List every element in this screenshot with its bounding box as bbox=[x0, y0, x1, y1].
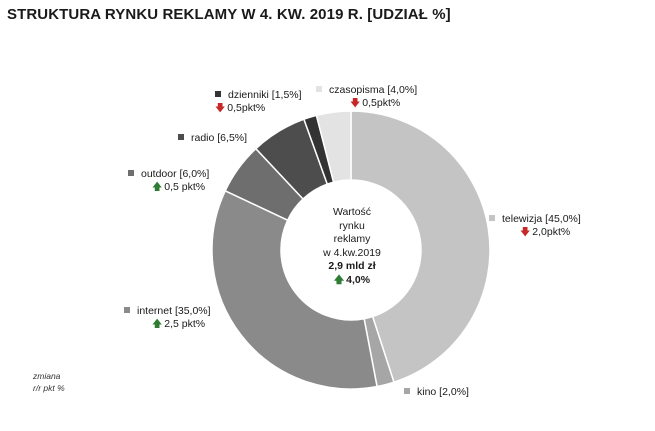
legend-label-dzienniki: dzienniki [1,5%] 🡇 0,5pkt% bbox=[215, 89, 302, 115]
donut-slice-6 bbox=[315, 110, 352, 184]
legend-text: outdoor [6,0%] bbox=[141, 168, 210, 180]
arrow-up-icon: 🡅 bbox=[152, 319, 163, 330]
center-change-value: 4,0% bbox=[346, 273, 371, 286]
center-value: 2,9 mld zł bbox=[328, 260, 376, 272]
legend-label-outdoor: outdoor [6,0%] 🡅 0,5 pkt% bbox=[128, 168, 209, 194]
arrow-down-icon: 🡇 bbox=[350, 98, 361, 109]
chart-title: STRUKTURA RYNKU REKLAMY W 4. KW. 2019 R.… bbox=[7, 6, 451, 23]
legend-text: dzienniki [1,5%] bbox=[228, 89, 302, 101]
legend-change: 0,5pkt% bbox=[362, 97, 401, 109]
legend-swatch bbox=[316, 86, 322, 92]
center-line-4: w 4.kw.2019 bbox=[323, 246, 381, 259]
legend-label-telewizja: telewizja [45,0%] 🡇 2,0pkt% bbox=[489, 213, 581, 239]
legend-change: 2,0pkt% bbox=[532, 226, 571, 238]
center-line-2: rynku bbox=[339, 219, 365, 232]
arrow-down-icon: 🡇 bbox=[520, 227, 531, 238]
legend-change: 2,5 pkt% bbox=[164, 318, 206, 330]
legend-text: radio [6,5%] bbox=[191, 132, 248, 144]
legend-label-czasopisma: czasopisma [4,0%] 🡇 0,5pkt% bbox=[316, 84, 417, 110]
legend-swatch bbox=[178, 134, 184, 140]
arrow-up-icon: 🡅 bbox=[333, 274, 345, 286]
legend-swatch bbox=[489, 215, 495, 221]
legend-text: czasopisma [4,0%] bbox=[329, 84, 418, 96]
legend-swatch bbox=[215, 91, 221, 97]
legend-swatch bbox=[128, 170, 134, 176]
change-note: zmiana r/r pkt % bbox=[33, 370, 65, 394]
arrow-down-icon: 🡇 bbox=[215, 103, 226, 114]
arrow-up-icon: 🡅 bbox=[152, 182, 163, 193]
donut-slice-2 bbox=[211, 189, 378, 390]
legend-label-internet: internet [35,0%] 🡅 2,5 pkt% bbox=[124, 305, 211, 331]
note-line-1: zmiana bbox=[33, 371, 61, 381]
legend-label-radio: radio [6,5%] bbox=[178, 132, 247, 145]
legend-swatch bbox=[124, 307, 130, 313]
legend-label-kino: kino [2,0%] bbox=[404, 386, 469, 399]
note-line-2: r/r pkt % bbox=[33, 383, 65, 393]
center-line-1: Wartość bbox=[332, 206, 372, 218]
legend-change: 0,5 pkt% bbox=[164, 181, 206, 193]
donut-slice-0 bbox=[350, 110, 491, 384]
center-summary: Wartość rynku reklamy w 4.kw.2019 2,9 ml… bbox=[292, 206, 412, 287]
legend-text: kino [2,0%] bbox=[417, 386, 469, 398]
legend-change: 0,5pkt% bbox=[227, 102, 266, 114]
legend-swatch bbox=[404, 388, 410, 394]
legend-text: telewizja [45,0%] bbox=[502, 213, 581, 225]
legend-text: internet [35,0%] bbox=[137, 305, 211, 317]
center-change: 🡅 4,0% bbox=[292, 274, 412, 288]
center-line-3: reklamy bbox=[333, 233, 371, 245]
